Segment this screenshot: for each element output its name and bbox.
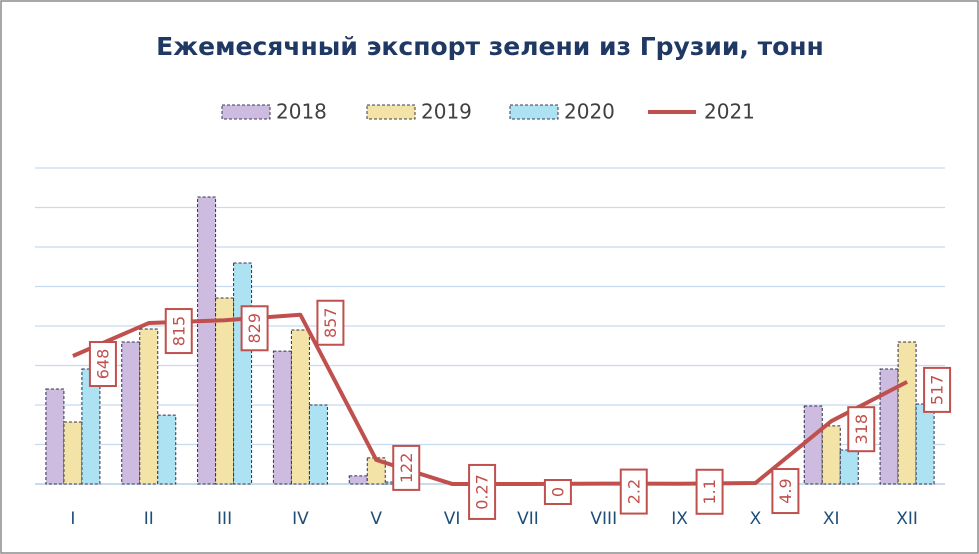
data-label-text: 4.9 (776, 478, 795, 503)
data-label-text: 0.27 (473, 474, 492, 510)
chart-title: Ежемесячный экспорт зелени из Грузии, то… (156, 32, 824, 61)
bar (215, 297, 235, 485)
bar (272, 350, 292, 485)
x-tick-label: IX (671, 509, 688, 529)
bar (81, 368, 101, 485)
x-tick-label: VII (517, 509, 539, 529)
legend-swatch (366, 104, 416, 120)
bar (121, 341, 141, 485)
data-label-box (392, 444, 421, 491)
data-label: 2.2 (619, 468, 648, 515)
x-tick-label: VI (444, 509, 461, 529)
data-label-box (88, 341, 117, 388)
x-tick-label: III (217, 509, 232, 529)
legend-label: 2019 (421, 100, 472, 124)
data-label: 4.9 (771, 468, 800, 515)
legend-swatch (509, 104, 559, 120)
x-tick-label: IV (292, 509, 309, 529)
data-label-text: 815 (169, 316, 188, 347)
data-label: 648 (88, 341, 117, 388)
bar (839, 449, 859, 485)
data-label-text: 0 (548, 487, 567, 497)
data-label-text: 517 (928, 375, 947, 406)
data-label-box (468, 463, 497, 520)
x-tick-label: XII (896, 509, 918, 529)
legend-label: 2021 (704, 100, 755, 124)
bar (821, 425, 841, 485)
data-label-text: 829 (245, 313, 264, 344)
data-label: 318 (847, 406, 876, 453)
data-label-box (164, 308, 193, 355)
data-label-box (923, 366, 952, 413)
x-tick-label: I (70, 509, 75, 529)
data-label: 829 (240, 305, 269, 352)
bar (915, 403, 935, 485)
data-label-box (695, 468, 724, 515)
bar (308, 404, 328, 485)
data-label-box (316, 299, 345, 346)
data-label-text: 122 (397, 453, 416, 484)
data-label-text: 857 (321, 307, 340, 338)
bar (197, 196, 217, 485)
data-label: 0 (543, 479, 572, 505)
bar (233, 262, 253, 485)
bar (897, 341, 917, 485)
data-label-text: 318 (852, 414, 871, 445)
x-tick-label: XI (823, 509, 840, 529)
data-label-text: 1.1 (700, 479, 719, 504)
data-label-box (847, 406, 876, 453)
data-label-box (543, 479, 572, 505)
bar (366, 457, 386, 485)
legend-swatch (221, 104, 271, 120)
data-label-box (240, 305, 269, 352)
bar (157, 414, 177, 485)
data-label: 122 (392, 444, 421, 491)
data-label: 1.1 (695, 468, 724, 515)
data-label-text: 2.2 (624, 479, 643, 504)
legend-label: 2018 (276, 100, 327, 124)
data-label-text: 648 (93, 349, 112, 380)
x-tick-label: II (144, 509, 154, 529)
x-tick-label: V (370, 509, 382, 529)
x-tick-label: VIII (590, 509, 617, 529)
data-label-box (619, 468, 648, 515)
data-label-box (771, 468, 800, 515)
bar (348, 475, 368, 485)
data-label: 0.27 (468, 463, 497, 520)
bar (803, 405, 823, 485)
bar (63, 421, 83, 485)
legend-label: 2020 (564, 100, 615, 124)
data-label: 815 (164, 308, 193, 355)
data-label: 857 (316, 299, 345, 346)
bar (45, 388, 65, 485)
x-tick-label: X (750, 509, 762, 529)
data-label: 517 (923, 366, 952, 413)
bar (290, 329, 310, 485)
bar (139, 328, 159, 485)
